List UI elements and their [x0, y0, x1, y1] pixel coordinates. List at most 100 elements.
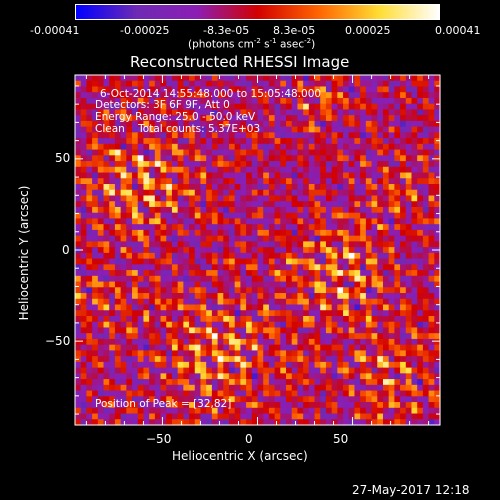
- heatmap-cell: [86, 338, 93, 346]
- heatmap-cell: [377, 149, 384, 156]
- heatmap-cell: [274, 402, 281, 409]
- heatmap-cell: [166, 229, 173, 237]
- heatmap-cell: [126, 298, 133, 306]
- heatmap-cell: [132, 419, 139, 426]
- heatmap-cell: [377, 350, 384, 357]
- heatmap-cell: [411, 252, 418, 260]
- heatmap-cell: [160, 75, 167, 82]
- heatmap-cell: [405, 367, 413, 374]
- heatmap-cell: [137, 132, 145, 139]
- heatmap-cell: [411, 413, 418, 420]
- heatmap-cell: [228, 379, 236, 386]
- heatmap-cell: [166, 161, 173, 168]
- heatmap-cell: [137, 356, 145, 363]
- heatmap-cell: [171, 275, 179, 283]
- heatmap-cell: [120, 304, 127, 311]
- heatmap-cell: [177, 218, 184, 225]
- heatmap-cell: [120, 229, 127, 237]
- heatmap-cell: [365, 264, 373, 271]
- heatmap-cell: [97, 138, 105, 145]
- heatmap-cell: [371, 373, 378, 380]
- heatmap-cell: [246, 218, 253, 225]
- heatmap-cell: [331, 155, 338, 162]
- heatmap-cell: [154, 327, 162, 334]
- units-exp: -2: [304, 37, 312, 45]
- heatmap-cell: [286, 419, 293, 426]
- heatmap-cell: [86, 356, 93, 363]
- heatmap-cell: [154, 189, 162, 197]
- heatmap-cell: [120, 373, 127, 380]
- heatmap-cell: [263, 235, 270, 242]
- heatmap-cell: [331, 126, 338, 133]
- heatmap-cell: [388, 115, 395, 122]
- heatmap-cell: [388, 247, 395, 254]
- heatmap-cell: [246, 184, 253, 191]
- heatmap-cell: [149, 224, 156, 231]
- heatmap-cell: [360, 115, 367, 122]
- heatmap-cell: [286, 407, 293, 415]
- heatmap-cell: [183, 75, 190, 82]
- heatmap-cell: [126, 155, 133, 162]
- heatmap-cell: [183, 115, 190, 122]
- heatmap-cell: [149, 166, 156, 174]
- heatmap-cell: [268, 310, 276, 317]
- heatmap-cell: [405, 218, 413, 225]
- heatmap-cell: [422, 247, 430, 254]
- heatmap-cell: [348, 97, 356, 105]
- heatmap-cell: [263, 80, 270, 88]
- heatmap-cell: [348, 86, 356, 93]
- heatmap-cell: [422, 396, 430, 403]
- heatmap-cell: [274, 201, 281, 208]
- heatmap-cell: [92, 384, 99, 392]
- heatmap-cell: [223, 275, 230, 283]
- heatmap-cell: [149, 258, 156, 265]
- heatmap-cell: [354, 413, 361, 420]
- heatmap-cell: [217, 126, 224, 133]
- heatmap-cell: [223, 195, 230, 202]
- heatmap-cell: [143, 402, 150, 409]
- heatmap-cell: [234, 92, 241, 99]
- heatmap-cell: [132, 155, 139, 162]
- heatmap-cell: [360, 201, 367, 208]
- heatmap-cell: [348, 178, 356, 185]
- heatmap-cell: [308, 275, 316, 283]
- heatmap-cell: [160, 206, 167, 214]
- heatmap-cell: [382, 338, 390, 346]
- heatmap-cell: [314, 229, 321, 237]
- heatmap-cell: [240, 315, 247, 323]
- heatmap-cell: [343, 407, 350, 415]
- heatmap-cell: [97, 212, 105, 220]
- heatmap-cell: [126, 161, 133, 168]
- heatmap-cell: [428, 419, 435, 426]
- heatmap-cell: [348, 172, 356, 179]
- heatmap-cell: [171, 407, 179, 415]
- heatmap-cell: [246, 109, 253, 116]
- heatmap-cell: [268, 258, 276, 265]
- heatmap-cell: [360, 396, 367, 403]
- heatmap-cell: [257, 149, 264, 156]
- heatmap-cell: [291, 367, 299, 374]
- heatmap-cell: [228, 350, 236, 357]
- heatmap-cell: [411, 126, 418, 133]
- heatmap-cell: [240, 356, 247, 363]
- heatmap-cell: [234, 270, 241, 277]
- heatmap-cell: [75, 327, 82, 334]
- heatmap-cell: [75, 195, 82, 202]
- heatmap-cell: [137, 212, 145, 220]
- heatmap-cell: [86, 195, 93, 202]
- heatmap-cell: [354, 138, 361, 145]
- heatmap-cell: [325, 373, 333, 380]
- heatmap-cell: [417, 270, 424, 277]
- heatmap-cell: [320, 126, 327, 133]
- heatmap-cell: [428, 373, 435, 380]
- heatmap-cell: [320, 298, 327, 306]
- heatmap-cell: [308, 212, 316, 220]
- heatmap-cell: [149, 373, 156, 380]
- heatmap-cell: [297, 206, 304, 214]
- heatmap-cell: [274, 384, 281, 392]
- heatmap-cell: [257, 172, 264, 179]
- heatmap-cell: [331, 344, 338, 352]
- heatmap-cell: [263, 247, 270, 254]
- heatmap-cell: [325, 247, 333, 254]
- heatmap-cell: [365, 75, 373, 82]
